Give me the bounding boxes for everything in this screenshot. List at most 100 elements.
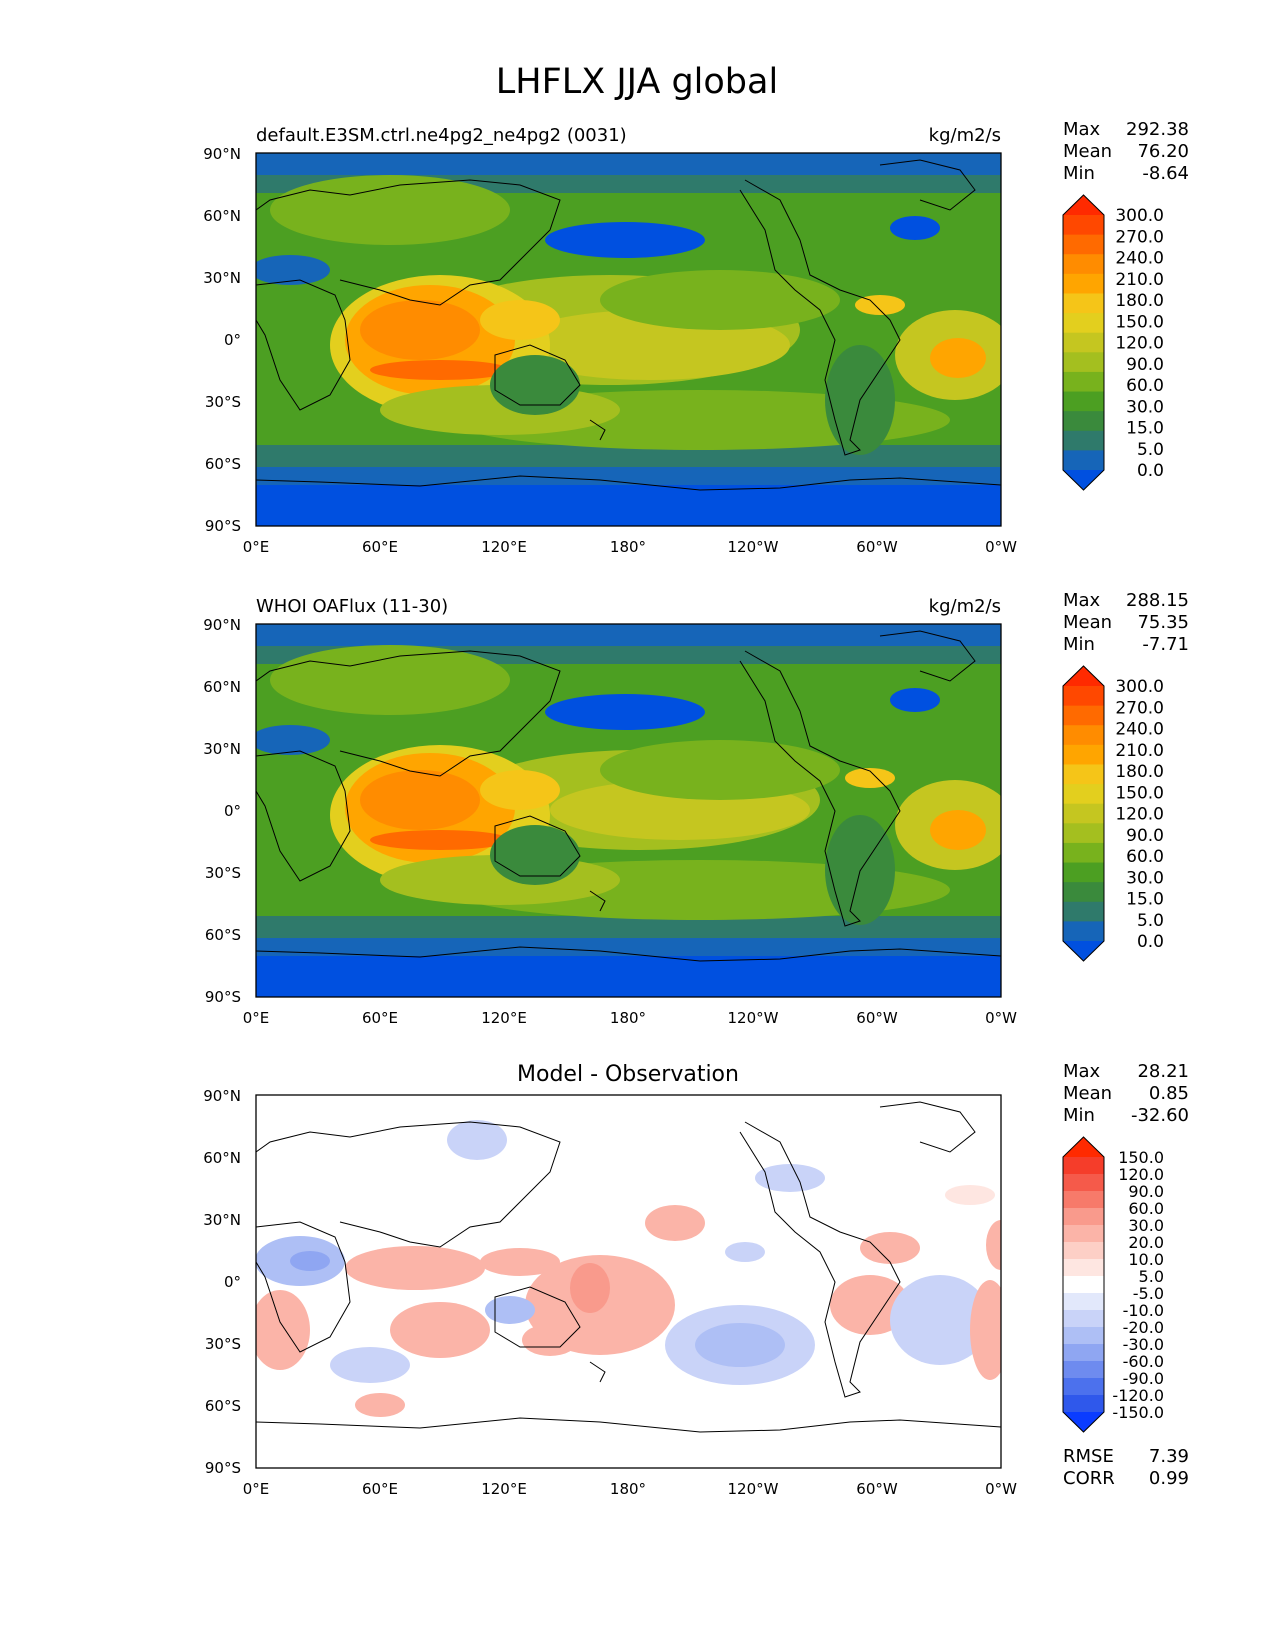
colorbar-swatch [1063,1191,1104,1209]
colorbar-tick-label: 120.0 [1115,805,1164,825]
stat-label: Max [1063,1061,1101,1082]
lat-axis: 90°N 60°N 30°N 0° 30°S 60°S 90°S [203,616,241,1006]
stat-value: 75.35 [1137,612,1189,633]
colorbar-tick-label: -60.0 [1123,1352,1164,1371]
lon-tick-label: 60°E [362,1009,398,1027]
stat-value: -8.64 [1142,163,1189,184]
stat-label: RMSE [1063,1446,1114,1467]
colorbar-swatch [1063,862,1104,883]
lat-tick-label: 30°N [203,740,241,758]
lat-tick-label: 60°N [203,207,241,225]
colorbar-tick-label: 90.0 [1126,355,1164,375]
colorbar-tick-label: 15.0 [1126,419,1164,439]
colorbar-tick-label: 180.0 [1115,291,1164,311]
colorbar-swatch [1063,215,1104,236]
lat-axis: 90°N 60°N 30°N 0° 30°S 60°S 90°S [203,145,241,535]
lon-tick-label: 60°W [856,538,898,556]
colorbar-tick-label: 30.0 [1126,397,1164,417]
colorbar-tick-label: -120.0 [1112,1386,1164,1405]
panel-center-title: Model - Observation [517,1062,739,1087]
lat-tick-label: 0° [224,1273,241,1291]
colorbar-tick-label: 300.0 [1115,677,1164,697]
colorbar-swatch [1063,273,1104,295]
stat-label: Max [1063,119,1101,140]
colorbar-swatch [1063,371,1104,393]
colorbar-tick-label: -20.0 [1123,1318,1164,1337]
colorbar-outline [1062,665,1105,962]
lat-tick-label: 30°S [205,1335,241,1353]
colorbar-swatch [1063,391,1104,412]
lat-tick-label: 0° [224,331,241,349]
lat-tick-label: 90°S [205,517,241,535]
stat-label: CORR [1063,1468,1115,1489]
lat-tick-label: 30°S [205,393,241,411]
colorbar-tick-label: 150.0 [1118,1148,1164,1167]
lat-tick-label: 90°S [205,1459,241,1477]
colorbar-under-extension [1063,941,1104,961]
lat-tick-label: 30°N [203,269,241,287]
stat-value: 292.38 [1126,119,1189,140]
colorbar-tick-label: 240.0 [1115,720,1164,740]
lon-tick-label: 0°E [243,538,270,556]
colorbar-tick-label: 0.0 [1137,461,1164,481]
colorbar-tick-label: 60.0 [1126,847,1164,867]
stat-label: Min [1063,163,1095,184]
colorbar-tick-label: 270.0 [1115,227,1164,247]
colorbar-tick-label: 30.0 [1126,868,1164,888]
lon-tick-label: 0°W [985,538,1017,556]
lat-tick-label: 60°S [205,1397,241,1415]
colorbar-swatch [1063,1225,1104,1243]
colorbar-swatch [1063,234,1104,255]
lat-tick-label: 60°S [205,926,241,944]
colorbar-swatch [1063,430,1104,451]
stat-label: Mean [1063,141,1112,162]
lon-axis: 0°E 60°E 120°E 180° 120°W 60°W 0°W [243,1009,1017,1027]
lon-tick-label: 120°W [728,1009,779,1027]
lat-tick-label: 30°N [203,1211,241,1229]
colorbar-outline [1062,194,1105,491]
map-field [256,1095,1001,1468]
lon-tick-label: 60°W [856,1009,898,1027]
colorbar-swatch [1063,842,1104,864]
stats-block: Max 292.38 Mean 76.20 Min -8.64 [1063,119,1189,184]
colorbar-swatch [1063,1157,1104,1175]
lon-tick-label: 180° [610,538,646,556]
colorbar: 300.0270.0240.0210.0180.0150.0120.090.06… [1062,194,1164,491]
colorbar-tick-label: 90.0 [1126,826,1164,846]
skill-stats: RMSE 7.39 CORR 0.99 [1063,1446,1189,1489]
lat-tick-label: 60°N [203,1149,241,1167]
lon-tick-label: 180° [610,1480,646,1498]
lon-tick-label: 60°E [362,538,398,556]
colorbar-swatch [1063,1378,1104,1396]
lon-tick-label: 60°W [856,1480,898,1498]
colorbar-tick-label: 300.0 [1115,206,1164,226]
colorbar-swatch [1063,352,1104,373]
colorbar-swatch [1063,1242,1104,1260]
lat-tick-label: 60°N [203,678,241,696]
panel-observation: WHOI OAFlux (11-30) kg/m2/s [203,590,1189,1027]
lon-tick-label: 0°W [985,1009,1017,1027]
colorbar-swatch [1063,1208,1104,1226]
lat-tick-label: 90°N [203,1087,241,1105]
colorbar-tick-label: 60.0 [1128,1199,1164,1218]
lat-axis: 90°N 60°N 30°N 0° 30°S 60°S 90°S [203,1087,241,1477]
colorbar-tick-label: 5.0 [1137,911,1164,931]
colorbar-tick-label: 30.0 [1128,1216,1164,1235]
colorbar-swatch [1063,450,1104,471]
lat-tick-label: 0° [224,802,241,820]
colorbar-swatch [1063,1327,1104,1345]
map-field [256,624,1001,997]
colorbar-tick-label: 5.0 [1139,1267,1164,1286]
colorbar-swatch [1063,1259,1104,1277]
colorbar-tick-label: 15.0 [1126,890,1164,910]
coastlines [256,1101,1001,1433]
stat-label: Mean [1063,612,1112,633]
colorbar-tick-label: -150.0 [1112,1403,1164,1422]
lat-tick-label: 60°S [205,455,241,473]
colorbar-tick-label: 210.0 [1115,741,1164,761]
map-frame [255,1094,1002,1469]
colorbar-swatch [1063,1344,1104,1362]
stat-value: -32.60 [1131,1105,1189,1126]
lon-tick-label: 120°W [728,538,779,556]
